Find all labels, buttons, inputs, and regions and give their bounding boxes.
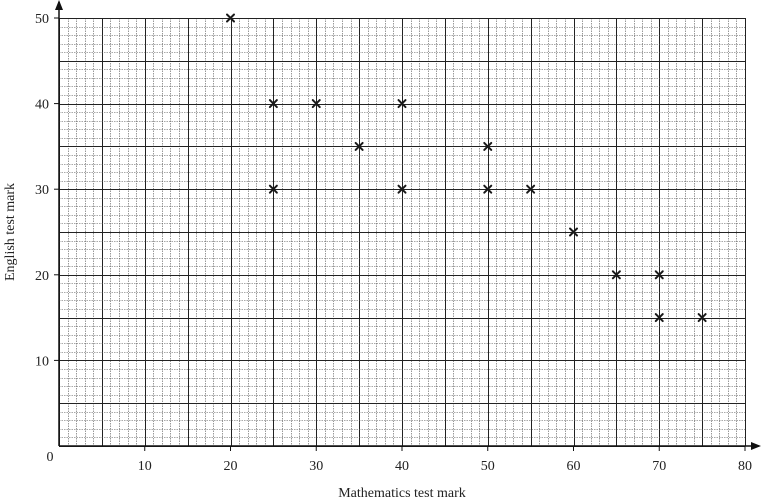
data-point — [397, 184, 407, 194]
data-point-stroke — [397, 184, 407, 194]
x-tick-label: 40 — [395, 459, 409, 474]
data-point — [654, 313, 664, 323]
data-point-stroke — [526, 184, 536, 194]
data-point — [697, 313, 707, 323]
data-point-stroke — [397, 99, 407, 109]
data-point — [397, 99, 407, 109]
data-point — [526, 184, 536, 194]
grid — [59, 18, 746, 447]
data-point-stroke — [268, 184, 278, 194]
data-point — [354, 141, 364, 151]
x-axis-label: Mathematics test mark — [338, 486, 466, 501]
data-point-stroke — [483, 184, 493, 194]
x-tick-label: 50 — [481, 459, 495, 474]
data-point — [268, 184, 278, 194]
x-tick-label: 60 — [567, 459, 581, 474]
y-axis-label: English test mark — [3, 183, 18, 281]
y-tick-label: 40 — [35, 98, 49, 113]
data-point — [268, 99, 278, 109]
data-point-stroke — [354, 141, 364, 151]
origin-label: 0 — [47, 450, 54, 465]
data-point — [226, 13, 235, 23]
data-point-stroke — [654, 313, 664, 323]
y-tick-label: 30 — [35, 183, 49, 198]
data-point-stroke — [569, 227, 578, 237]
data-point-stroke — [268, 99, 278, 109]
data-point — [569, 227, 578, 237]
data-point — [483, 184, 493, 194]
data-point — [311, 99, 321, 109]
x-tick-label: 20 — [224, 459, 238, 474]
x-tick-label: 70 — [652, 459, 666, 474]
data-points — [226, 13, 707, 323]
data-point-stroke — [697, 313, 707, 323]
data-point-stroke — [483, 141, 493, 151]
x-tick-label: 80 — [738, 459, 752, 474]
data-point-stroke — [611, 270, 621, 280]
y-tick-label: 20 — [35, 269, 49, 284]
data-point-stroke — [654, 270, 664, 280]
data-point — [611, 270, 621, 280]
x-tick-label: 30 — [309, 459, 323, 474]
y-tick-label: 10 — [35, 354, 49, 369]
y-axis-arrow — [55, 0, 63, 10]
x-tick-label: 10 — [138, 459, 152, 474]
data-point-stroke — [311, 99, 321, 109]
y-tick-label: 50 — [35, 12, 49, 27]
data-point — [654, 270, 664, 280]
axes — [54, 0, 761, 451]
data-point-stroke — [226, 13, 235, 23]
tick-labels: 10 20 30 40 50 60 70 80 10 20 30 40 50 — [35, 12, 752, 474]
data-point — [483, 141, 493, 151]
x-axis-arrow — [751, 442, 761, 450]
